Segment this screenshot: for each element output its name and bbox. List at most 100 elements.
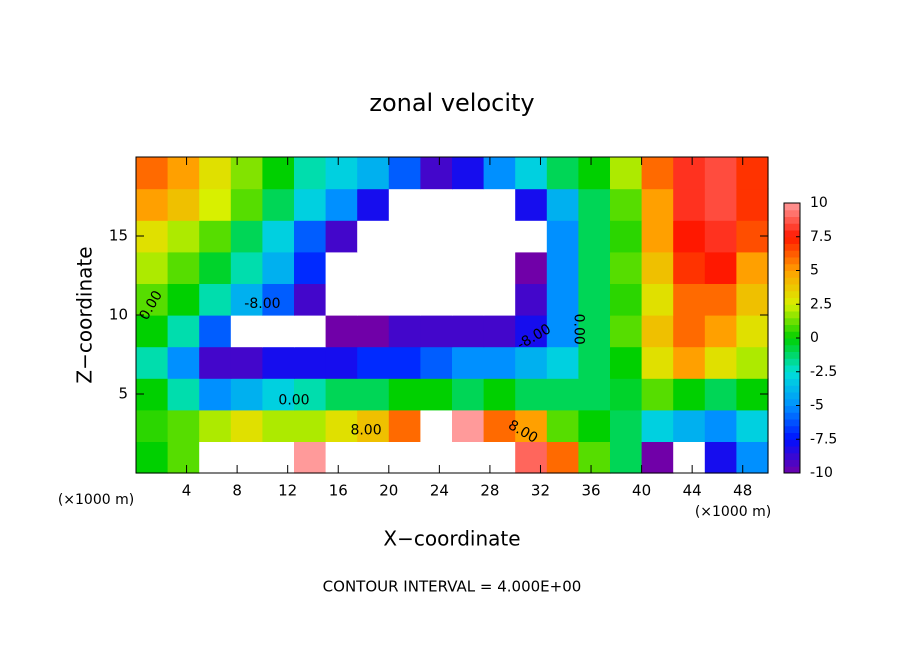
field-cell (136, 409, 169, 442)
field-cell (294, 409, 327, 442)
field-cell (736, 409, 769, 442)
field-cell (546, 346, 579, 379)
field-cell (610, 283, 643, 316)
x-tick-label: 8 (232, 482, 242, 500)
field-cell (357, 220, 390, 253)
colorbar-band (784, 277, 800, 285)
field-cell (736, 188, 769, 221)
field-cell (420, 157, 453, 190)
field-cell (546, 188, 579, 221)
field-cell (167, 346, 200, 379)
field-cell (230, 283, 263, 316)
x-tick-label: 36 (581, 482, 600, 500)
field-cell (610, 220, 643, 253)
field-cell (641, 315, 674, 348)
field-cell (262, 315, 295, 348)
field-cell (136, 315, 169, 348)
field-cell (483, 283, 516, 316)
field-cell (578, 220, 611, 253)
field-cell (357, 346, 390, 379)
field-cell (388, 378, 421, 411)
field-cell (483, 441, 516, 474)
field-cell (641, 157, 674, 190)
field-cell (294, 251, 327, 284)
field-cell (325, 346, 358, 379)
field-cell (704, 188, 737, 221)
field-cell (325, 409, 358, 442)
field-cell (262, 220, 295, 253)
field-cell (357, 315, 390, 348)
field-cell (736, 441, 769, 474)
field-cell (610, 188, 643, 221)
field-cell (546, 283, 579, 316)
field-cell (673, 283, 706, 316)
field-cell (641, 251, 674, 284)
field-cell (357, 251, 390, 284)
y-tick-label: 15 (109, 227, 128, 245)
field-cell (578, 346, 611, 379)
field-cell (515, 157, 548, 190)
colorbar-tick-label: -2.5 (810, 364, 837, 380)
colorbar-band (784, 284, 800, 292)
field-cell (167, 157, 200, 190)
y-axis-title: Z−coordinate (73, 246, 97, 383)
field-cell (736, 315, 769, 348)
colorbar-band (784, 216, 800, 224)
field-cell (325, 220, 358, 253)
colorbar-tick-label: 2.5 (810, 296, 832, 312)
colorbar-band (784, 290, 800, 298)
field-cell (483, 409, 516, 442)
field-cell (515, 315, 548, 348)
field-cell (452, 441, 485, 474)
field-cell (673, 378, 706, 411)
field-cell (294, 315, 327, 348)
field-cell (736, 283, 769, 316)
colorbar-band (784, 425, 800, 433)
field-cell (452, 283, 485, 316)
field-cell (199, 346, 232, 379)
field-cell (167, 220, 200, 253)
field-cell (420, 409, 453, 442)
colorbar-band (784, 243, 800, 251)
x-tick-label: 40 (632, 482, 651, 500)
field-cell (325, 157, 358, 190)
field-cell (230, 157, 263, 190)
field-cell (452, 346, 485, 379)
x-tick-label: 48 (733, 482, 752, 500)
colorbar-tick-label: -5 (810, 398, 824, 414)
field-cell (388, 157, 421, 190)
field-cell (704, 251, 737, 284)
field-cell (199, 157, 232, 190)
field-cell (515, 378, 548, 411)
field-cell (578, 251, 611, 284)
field-cell (357, 409, 390, 442)
field-cell (262, 378, 295, 411)
colorbar-tick-label: 0 (810, 330, 819, 346)
y-unit-label: (×1000 m) (58, 492, 134, 508)
colorbar-band (784, 230, 800, 238)
colorbar-tick-label: -7.5 (810, 431, 837, 447)
colorbar-band (784, 331, 800, 339)
colorbar-band (784, 385, 800, 393)
contour-label: 0.00 (278, 392, 309, 408)
field-cell (357, 378, 390, 411)
field-cell (325, 188, 358, 221)
colorbar-band (784, 317, 800, 325)
field-cell (641, 378, 674, 411)
field-cell (136, 188, 169, 221)
field-cell (452, 251, 485, 284)
field-cell (388, 220, 421, 253)
contour-label: 0.00 (570, 314, 586, 345)
footer: CONTOUR INTERVAL = 4.000E+00 (323, 578, 582, 596)
field-cell (673, 346, 706, 379)
field-cell (230, 220, 263, 253)
colorbar-band (784, 270, 800, 278)
colorbar-band (784, 250, 800, 258)
field-cell (546, 251, 579, 284)
field-cell (136, 157, 169, 190)
field-cell (704, 441, 737, 474)
field-cell (199, 441, 232, 474)
field-cell (420, 441, 453, 474)
field-cell (357, 188, 390, 221)
